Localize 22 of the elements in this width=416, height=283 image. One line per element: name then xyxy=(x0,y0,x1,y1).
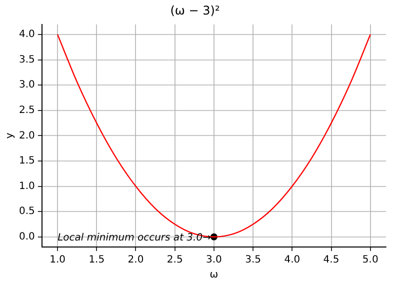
x-tick-label: 1.5 xyxy=(88,254,105,266)
x-tick-label: 5.0 xyxy=(362,254,378,266)
annotation: Local minimum occurs at 3.0→ xyxy=(58,232,211,244)
y-tick-label: 1.5 xyxy=(18,156,35,167)
y-tick-label: 1.0 xyxy=(18,180,35,192)
y-tick-label: 0.0 xyxy=(18,231,35,242)
x-axis-title: ω xyxy=(210,270,218,281)
x-tick-label: 3.5 xyxy=(245,254,262,266)
chart-title: (ω − 3)² xyxy=(170,3,220,18)
y-tick-label: 2.5 xyxy=(18,105,35,116)
y-tick-label: 2.0 xyxy=(18,130,35,142)
x-tick-label: 1.0 xyxy=(50,254,66,266)
x-tick-label: 4.5 xyxy=(323,254,340,266)
y-tick-label: 3.5 xyxy=(18,54,35,66)
y-axis-title: y xyxy=(4,132,16,139)
x-tick-label: 3.0 xyxy=(206,254,222,266)
x-tick-label: 2.5 xyxy=(166,254,183,266)
x-tick-label: 2.0 xyxy=(128,254,144,266)
y-tick-label: 4.0 xyxy=(18,29,35,40)
y-tick-label: 3.0 xyxy=(18,80,35,91)
y-tick-label: 0.5 xyxy=(18,206,35,218)
x-tick-label: 4.0 xyxy=(284,254,300,266)
